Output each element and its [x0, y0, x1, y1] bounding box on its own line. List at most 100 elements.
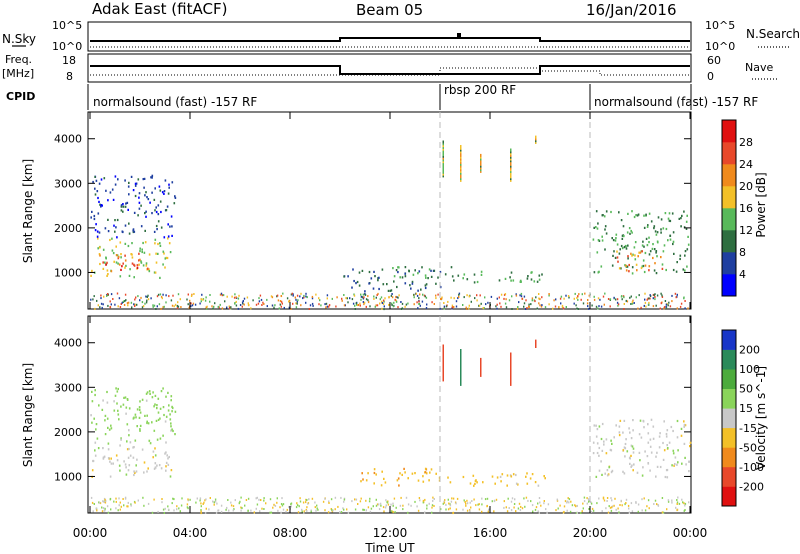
power-cell — [499, 302, 501, 305]
power-cell — [634, 258, 637, 261]
power-cell — [144, 302, 146, 305]
power-cell — [504, 293, 507, 296]
velocity-cell — [538, 511, 540, 514]
power-cell — [242, 300, 244, 302]
velocity-cell — [466, 509, 469, 512]
power-cell — [363, 303, 365, 306]
velocity-cell — [510, 475, 513, 478]
power-cell — [676, 261, 678, 264]
velocity-cell — [460, 381, 462, 385]
power-cell — [425, 276, 427, 279]
velocity-cell — [233, 508, 235, 511]
power-cell — [190, 295, 193, 297]
velocity-cell — [445, 503, 447, 506]
power-cell — [190, 305, 192, 308]
power-cell — [205, 307, 208, 310]
power-cell — [96, 190, 99, 193]
power-cell — [470, 300, 472, 303]
power-cell — [116, 218, 119, 222]
velocity-cell — [559, 504, 561, 507]
nsky-series — [90, 33, 690, 42]
velocity-cell — [156, 404, 158, 407]
velocity-cell — [103, 501, 105, 503]
power-cell — [655, 304, 657, 307]
power-cell — [154, 238, 157, 241]
colorbar-tick-label: 16 — [739, 202, 753, 215]
power-cell — [91, 269, 93, 272]
power-cell — [361, 269, 364, 272]
power-cell — [292, 294, 294, 297]
velocity-cell — [569, 510, 572, 513]
power-cell — [247, 302, 249, 305]
velocity-cell — [592, 441, 595, 444]
power-cell — [104, 261, 106, 264]
power-cell — [122, 230, 124, 234]
velocity-cell — [305, 498, 307, 501]
power-cell — [139, 299, 141, 302]
velocity-cell — [503, 506, 505, 509]
velocity-cell — [652, 437, 655, 440]
velocity-cell — [510, 500, 513, 503]
velocity-cell — [600, 437, 603, 441]
power-cell — [504, 277, 507, 280]
velocity-cell — [124, 396, 127, 399]
power-cell — [157, 252, 159, 255]
velocity-cell — [472, 474, 475, 477]
power-cell — [563, 297, 565, 300]
power-cell — [142, 305, 145, 308]
velocity-cell — [360, 497, 362, 500]
power-cell — [303, 294, 305, 297]
power-cell — [167, 237, 169, 240]
velocity-cell — [115, 497, 117, 500]
velocity-cell — [149, 392, 151, 395]
power-cell — [671, 300, 673, 303]
velocity-cell — [122, 498, 124, 500]
power-cell — [241, 305, 243, 308]
power-cell — [466, 278, 469, 281]
velocity-cell — [433, 505, 435, 507]
velocity-cell — [110, 462, 113, 465]
power-cell — [163, 192, 165, 195]
power-cell — [637, 213, 640, 216]
power-cell — [128, 274, 131, 277]
velocity-cell — [387, 503, 390, 506]
power-cell — [548, 303, 550, 306]
power-cell — [510, 271, 513, 274]
velocity-cell — [163, 512, 165, 514]
power-cell — [190, 302, 192, 305]
velocity-cell — [531, 504, 534, 507]
power-cell — [480, 273, 483, 276]
velocity-cell — [661, 497, 664, 499]
power-cell — [664, 212, 667, 215]
power-cell — [112, 298, 114, 300]
power-cell — [626, 231, 629, 234]
power-cell — [376, 294, 378, 296]
velocity-cell — [494, 482, 496, 485]
power-cell — [145, 264, 148, 267]
power-cell — [125, 299, 127, 302]
velocity-cell — [103, 455, 106, 458]
power-cell — [154, 242, 156, 245]
velocity-cell — [481, 497, 483, 500]
velocity-cell — [449, 504, 452, 507]
power-cell — [110, 303, 112, 306]
velocity-cell — [119, 508, 121, 511]
power-cell — [510, 175, 512, 179]
velocity-cell — [647, 462, 649, 465]
velocity-cell — [134, 413, 137, 416]
power-cell — [634, 254, 636, 257]
power-cell — [167, 192, 170, 195]
velocity-cell — [608, 466, 610, 469]
velocity-cell — [339, 511, 341, 514]
power-cell — [615, 233, 618, 236]
power-cell — [127, 185, 130, 188]
power-cell — [480, 159, 482, 163]
power-cell — [211, 305, 213, 308]
velocity-cell — [381, 470, 383, 473]
velocity-cell — [684, 456, 686, 459]
velocity-cell — [93, 417, 95, 420]
velocity-cell — [564, 500, 567, 503]
x-tick-label: 04:00 — [173, 526, 208, 540]
power-cell — [424, 286, 427, 290]
power-cell — [117, 257, 120, 260]
